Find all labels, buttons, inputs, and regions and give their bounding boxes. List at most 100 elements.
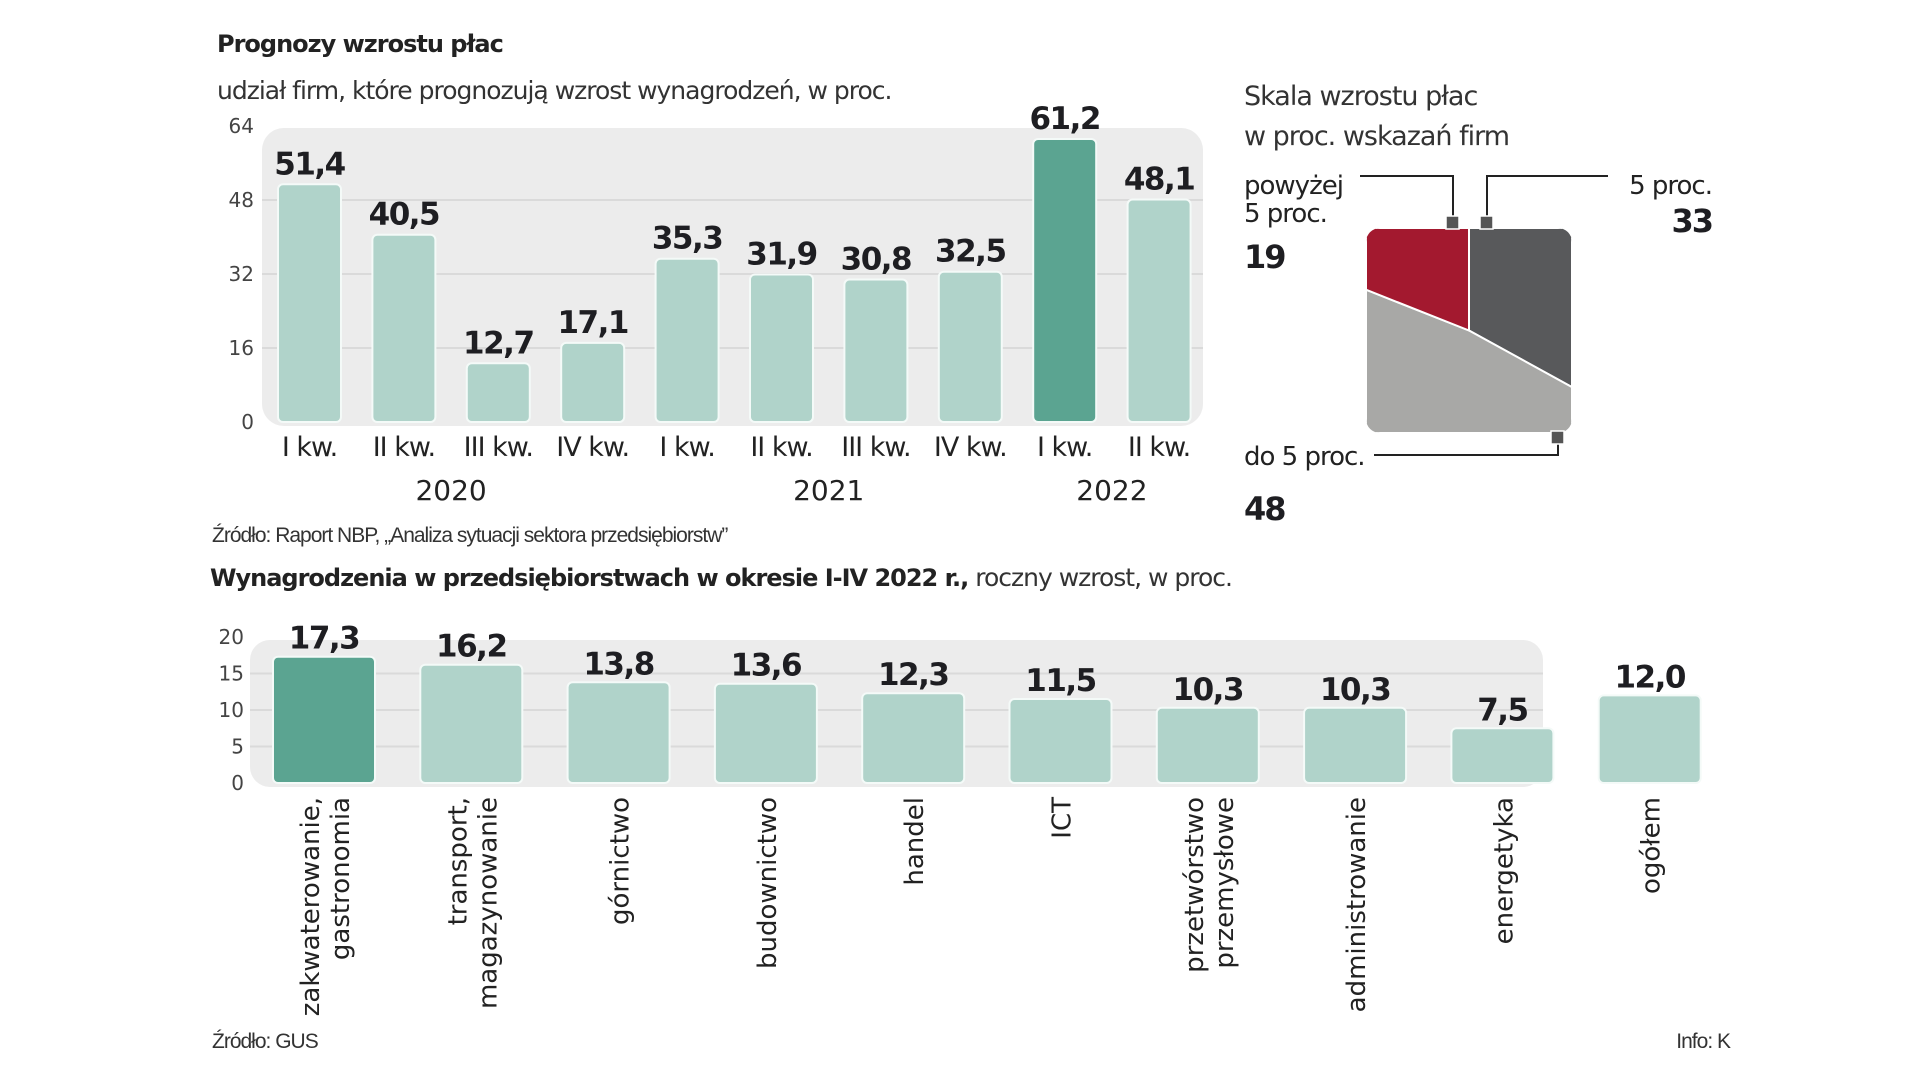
chart3-category-label-line: handel <box>900 797 930 886</box>
chart1-value-label: 17,1 <box>557 305 628 341</box>
chart1-subtitle: udział firm, które prognozują wzrost wyn… <box>217 76 892 105</box>
chart1-x-tick-label: I kw. <box>659 432 714 463</box>
chart3-bar <box>419 663 524 784</box>
chart3-value-label: 7,5 <box>1477 692 1527 728</box>
pie-value-upto5: 48 <box>1244 490 1285 528</box>
chart3-category-label-line: magazynowanie <box>473 797 503 1009</box>
callout-line-5 <box>1486 175 1608 222</box>
chart1-value-label: 48,1 <box>1124 162 1195 198</box>
chart3-title: Wynagrodzenia w przedsiębiorstwach w okr… <box>210 563 1233 592</box>
chart1-bar <box>371 233 437 423</box>
chart1-value-label: 30,8 <box>841 242 912 278</box>
chart3-category-label-line: górnictwo <box>606 797 636 925</box>
chart3-value-label: 12,0 <box>1614 659 1685 695</box>
pie-slice <box>1366 288 1572 433</box>
chart1-y-tick-label: 48 <box>229 188 254 212</box>
chart3-bar <box>1597 694 1702 784</box>
chart3-value-label: 13,8 <box>583 646 654 682</box>
chart1-quarterly-forecast: 0 16 32 48 64 51,4 I kw. 40,5 II kw. 12,7 III kw. 1… <box>229 101 1203 507</box>
chart3-value-label: 10,3 <box>1320 672 1391 708</box>
chart1-x-tick-label: II kw. <box>750 432 812 463</box>
chart2-wage-scale: Skala wzrostu płac w proc. wskazań firm po… <box>1244 81 1714 528</box>
chart1-bar <box>1032 137 1098 423</box>
chart3-category-label-line: ogółem <box>1637 797 1667 894</box>
chart3-y-tick-label: 10 <box>219 698 244 722</box>
chart3-category-label-line: gastronomia <box>326 797 356 960</box>
chart3-value-label: 16,2 <box>436 629 507 665</box>
chart3-title-bold: Wynagrodzenia w przedsiębiorstwach w okr… <box>210 564 969 592</box>
chart1-title: Prognozy wzrostu płac <box>217 30 504 58</box>
chart3-category-label: ICT <box>1048 797 1078 839</box>
chart3-bar <box>1450 727 1555 784</box>
info-credit: Info: K <box>1676 1030 1731 1053</box>
chart1-source: Źródło: Raport NBP, „Analiza sytuacji se… <box>212 524 728 547</box>
chart3-y-tick-label: 15 <box>219 662 244 686</box>
callout-marker <box>1445 215 1460 230</box>
chart3-category-label: przetwórstwo przemysłowe <box>1180 797 1240 973</box>
chart3-category-label: transport, magazynowanie <box>443 797 503 1009</box>
chart1-bar <box>465 362 531 424</box>
chart1-value-label: 51,4 <box>274 146 345 182</box>
chart3-value-label: 10,3 <box>1173 672 1244 708</box>
chart3-source: Źródło: GUS <box>212 1030 319 1053</box>
callout-marker <box>1550 430 1565 445</box>
chart1-x-tick-label: III kw. <box>464 432 533 463</box>
pie-title: Skala wzrostu płac <box>1244 81 1477 112</box>
callout-line-upto5 <box>1374 440 1559 456</box>
chart1-x-tick-label: IV kw. <box>934 432 1007 463</box>
chart1-value-label: 61,2 <box>1029 101 1100 137</box>
chart3-category-label-line: przetwórstwo <box>1180 797 1210 973</box>
chart1-year-label: 2021 <box>793 474 864 507</box>
pie-slice <box>1366 228 1470 332</box>
chart1-value-label: 31,9 <box>746 236 817 272</box>
chart3-value-label: 17,3 <box>289 621 360 657</box>
chart1-y-tick-label: 32 <box>229 262 254 286</box>
pie-square <box>1366 228 1572 433</box>
pie-label-above5: powyżej <box>1244 171 1343 201</box>
chart3-category-label-line: energetyka <box>1489 797 1519 944</box>
chart3-value-label: 13,6 <box>731 648 802 684</box>
chart3-category-label-line: administrowanie <box>1342 797 1372 1012</box>
chart1-x-tick-label: IV kw. <box>556 432 629 463</box>
pie-subtitle: w proc. wskazań firm <box>1244 121 1509 152</box>
chart3-bar <box>1303 706 1408 784</box>
chart3-category-label: energetyka <box>1489 797 1519 944</box>
chart1-bar <box>843 278 909 423</box>
chart1-bar <box>749 273 814 423</box>
chart3-category-label-line: ICT <box>1048 797 1078 839</box>
chart1-year-label: 2020 <box>415 474 486 507</box>
chart1-value-label: 40,5 <box>369 197 440 233</box>
chart3-category-label: ogółem <box>1637 797 1667 894</box>
chart3-y-tick-label: 0 <box>231 771 244 795</box>
chart3-y-tick-label: 20 <box>219 625 244 649</box>
chart1-value-label: 12,7 <box>463 325 534 361</box>
chart1-bar <box>1126 198 1192 423</box>
chart1-y-tick-label: 16 <box>229 336 254 360</box>
chart1-x-tick-label: II kw. <box>1128 432 1190 463</box>
pie-label-above5-line2: 5 proc. <box>1244 199 1327 229</box>
chart3-category-label-line: przemysłowe <box>1210 797 1240 969</box>
callout-marker <box>1479 215 1494 230</box>
chart3-category-label: handel <box>900 797 930 886</box>
chart3-bar <box>713 682 818 784</box>
chart3-category-label: górnictwo <box>606 797 636 925</box>
chart1-value-label: 35,3 <box>652 221 723 257</box>
chart1-x-tick-label: I kw. <box>282 432 337 463</box>
pie-value-above5: 19 <box>1244 238 1285 276</box>
chart3-category-label: zakwaterowanie, gastronomia <box>296 797 356 1016</box>
chart1-x-tick-label: II kw. <box>373 432 435 463</box>
chart3-bar <box>566 681 671 784</box>
chart3-category-label-line: transport, <box>443 797 473 925</box>
chart1-bar <box>560 341 626 424</box>
chart1-y-tick-label: 64 <box>229 114 254 138</box>
chart3-category-label: budownictwo <box>753 797 783 969</box>
chart3-title-light: roczny wzrost, w proc. <box>968 563 1233 592</box>
chart3-category-label: administrowanie <box>1342 797 1372 1012</box>
chart1-value-label: 32,5 <box>935 234 1006 270</box>
chart3-bar <box>272 655 376 784</box>
chart1-year-label: 2022 <box>1076 474 1147 507</box>
chart3-category-label-line: zakwaterowanie, <box>296 797 326 1016</box>
pie-label-5: 5 proc. <box>1629 171 1712 201</box>
chart1-x-tick-label: I kw. <box>1037 432 1092 463</box>
chart1-bar <box>277 183 342 423</box>
